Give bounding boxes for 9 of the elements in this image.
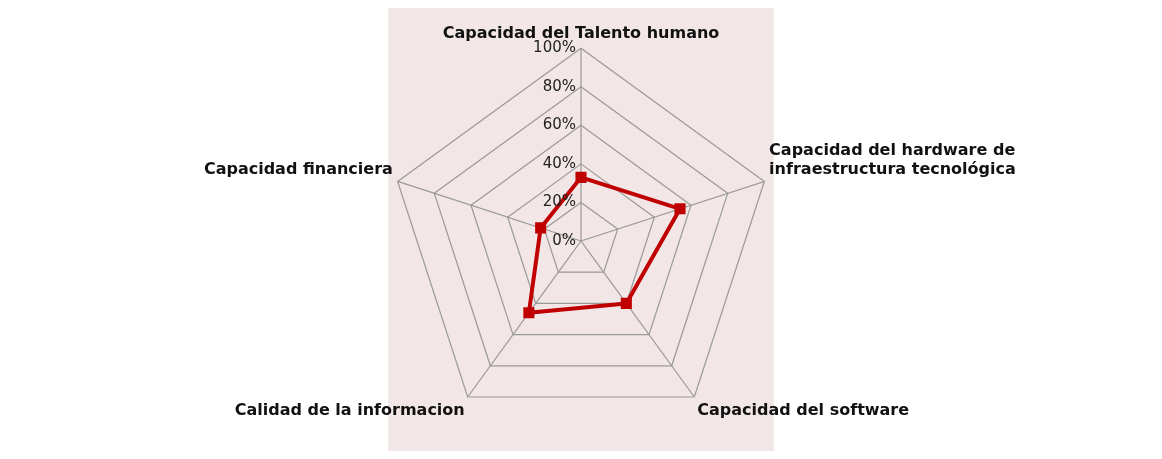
y-tick-label: 60% [542, 115, 576, 134]
y-tick-label: 80% [542, 76, 576, 95]
spoke-label: Capacidad financiera [203, 159, 393, 179]
spoke-label: Capacidad del hardware de infraestructura tecnológica [769, 140, 1016, 179]
y-tick-label: 0% [552, 230, 576, 249]
y-tick-label: 100% [533, 38, 576, 57]
spoke-label: Calidad de la informacion [234, 399, 465, 419]
y-tick-label: 40% [542, 153, 576, 172]
spoke-label: Capacidad del software [697, 399, 910, 419]
